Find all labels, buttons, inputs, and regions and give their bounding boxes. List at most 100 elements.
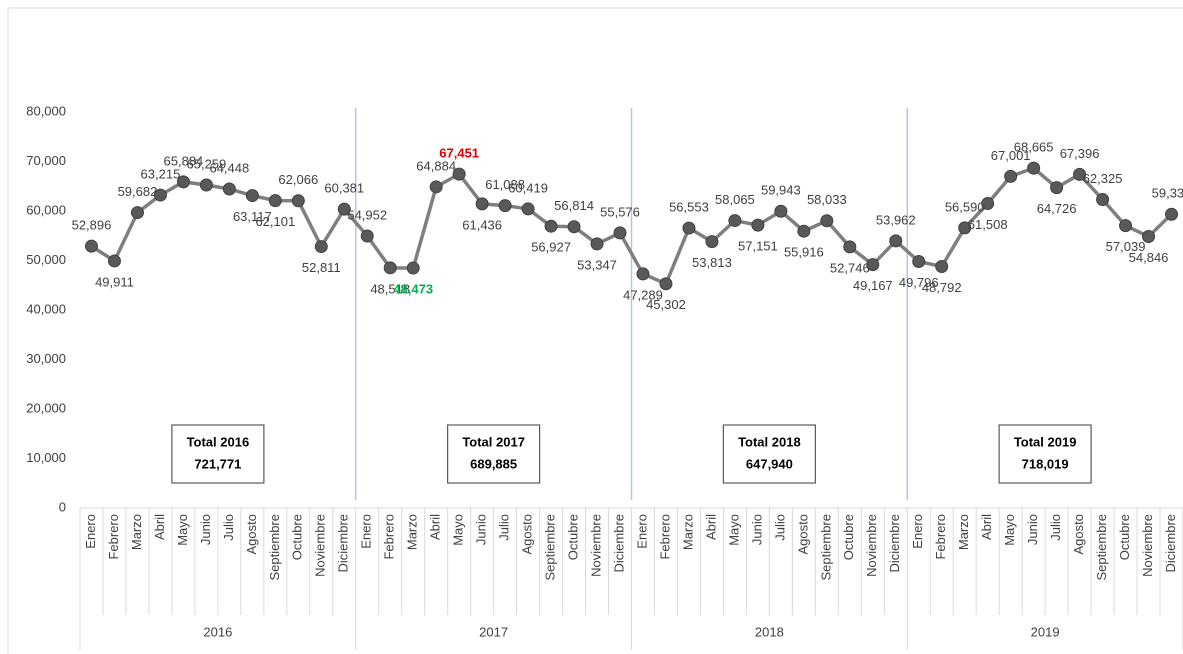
point <box>199 178 213 192</box>
group-label: 2017 <box>479 624 508 639</box>
x-tick-label: Diciembre <box>887 514 902 573</box>
point <box>682 221 696 235</box>
point <box>452 167 466 181</box>
point <box>958 221 972 235</box>
point <box>1050 181 1064 195</box>
x-tick-label: Enero <box>83 514 98 549</box>
x-tick-label: Abril <box>703 514 718 540</box>
data-label: 59,943 <box>761 183 801 198</box>
x-tick-label: Octubre <box>1117 514 1132 560</box>
data-label: 55,576 <box>600 204 640 219</box>
x-tick-label: Junio <box>749 514 764 545</box>
x-tick-label: Noviembre <box>864 514 879 577</box>
data-label: 49,911 <box>95 274 134 289</box>
x-tick-label: Marzo <box>405 514 420 550</box>
point <box>406 261 420 275</box>
total-label: Total 2017 <box>462 434 525 449</box>
x-tick-label: Noviembre <box>588 514 603 577</box>
total-value: 721,771 <box>194 456 241 471</box>
total-value: 718,019 <box>1022 456 1069 471</box>
point <box>705 235 719 249</box>
point <box>1142 230 1156 244</box>
x-tick-label: Julio <box>497 514 512 541</box>
x-tick-label: Diciembre <box>1163 514 1178 573</box>
point <box>176 175 190 189</box>
point <box>1004 169 1018 183</box>
data-label: 65,259 <box>187 156 227 171</box>
chart-border <box>7 7 1183 654</box>
total-box <box>171 424 265 484</box>
x-tick-label: Marzo <box>956 514 971 550</box>
total-box <box>722 424 816 484</box>
x-tick-label: Febrero <box>382 514 397 560</box>
data-label: 64,448 <box>209 160 249 175</box>
data-label: 61,508 <box>968 217 1008 232</box>
data-label: 53,813 <box>692 255 732 270</box>
data-label: 56,814 <box>554 198 594 213</box>
data-label: 58,065 <box>715 192 755 207</box>
x-tick-label: Julio <box>221 514 236 541</box>
x-tick-label: Marzo <box>680 514 695 550</box>
x-tick-label: Febrero <box>106 514 121 560</box>
point <box>613 226 627 240</box>
data-label: 52,811 <box>302 260 341 275</box>
data-label: 56,553 <box>669 200 709 215</box>
x-tick-label: Diciembre <box>611 514 626 573</box>
x-tick-label: Septiembre <box>818 514 833 580</box>
data-label: 49,167 <box>853 278 893 293</box>
point <box>866 258 880 272</box>
x-tick-label: Agosto <box>520 514 535 554</box>
data-label: 52,896 <box>72 218 112 233</box>
group-label: 2016 <box>203 624 232 639</box>
x-tick-label: Julio <box>1048 514 1063 541</box>
data-label: 64,884 <box>416 158 456 173</box>
point <box>1165 207 1179 221</box>
x-tick-label: Septiembre <box>1094 514 1109 580</box>
point <box>130 206 144 220</box>
x-tick-label: Junio <box>1025 514 1040 545</box>
point <box>153 188 167 202</box>
data-label: 56,590 <box>945 199 985 214</box>
x-tick-label: Noviembre <box>1140 514 1155 577</box>
point <box>360 229 374 243</box>
data-label: 57,151 <box>738 239 778 254</box>
point <box>1027 161 1041 175</box>
x-tick-label: Junio <box>198 514 213 545</box>
data-label: 56,927 <box>531 240 571 255</box>
point <box>107 254 121 268</box>
data-label: 54,846 <box>1129 250 1169 265</box>
point <box>383 261 397 275</box>
x-tick-label: Julio <box>772 514 787 541</box>
x-tick-label: Diciembre <box>336 514 351 573</box>
data-label: 47,289 <box>623 287 663 302</box>
point <box>245 189 259 203</box>
point <box>659 277 673 291</box>
data-label: 58,033 <box>807 192 847 207</box>
point <box>337 202 351 216</box>
x-tick-label: Septiembre <box>543 514 558 580</box>
x-tick-label: Octubre <box>290 514 305 560</box>
group-label: 2018 <box>755 624 784 639</box>
data-label: 67,451 <box>439 146 479 161</box>
point <box>475 197 489 211</box>
y-tick-label: 50,000 <box>26 252 66 267</box>
data-label: 63,215 <box>141 167 181 182</box>
point <box>498 199 512 213</box>
point <box>774 204 788 218</box>
y-tick-label: 10,000 <box>26 450 66 465</box>
data-label: 52,746 <box>830 260 870 275</box>
point <box>222 182 236 196</box>
y-tick-label: 70,000 <box>26 153 66 168</box>
x-tick-label: Noviembre <box>313 514 328 577</box>
total-box <box>998 424 1092 484</box>
x-tick-label: Septiembre <box>267 514 282 580</box>
total-box <box>447 424 541 484</box>
point <box>820 214 834 228</box>
point <box>314 240 328 254</box>
total-value: 689,885 <box>470 456 517 471</box>
data-label: 65,884 <box>164 153 204 168</box>
data-label: 48,473 <box>393 281 433 296</box>
data-label: 49,796 <box>899 275 939 290</box>
point <box>429 180 443 194</box>
point <box>751 218 765 232</box>
